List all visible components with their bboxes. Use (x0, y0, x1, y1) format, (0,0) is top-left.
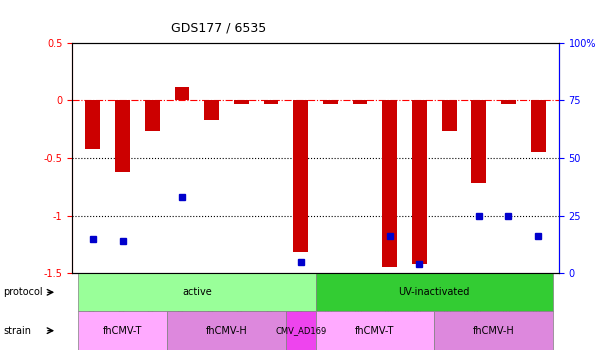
Bar (323, 100, 338, 104)
Bar (471, 100, 486, 183)
Bar (145, 100, 160, 131)
Text: fhCMV-T: fhCMV-T (355, 326, 395, 336)
FancyBboxPatch shape (78, 273, 316, 311)
FancyBboxPatch shape (316, 273, 553, 311)
Text: fhCMV-T: fhCMV-T (103, 326, 142, 336)
Text: active: active (182, 287, 212, 297)
Bar (293, 100, 308, 252)
Bar (174, 87, 189, 100)
FancyBboxPatch shape (286, 311, 316, 350)
FancyBboxPatch shape (316, 311, 435, 350)
Text: UV-inactivated: UV-inactivated (398, 287, 470, 297)
Text: fhCMV-H: fhCMV-H (206, 326, 248, 336)
Bar (264, 100, 278, 104)
Bar (442, 100, 457, 131)
Bar (85, 100, 100, 149)
Text: protocol: protocol (3, 287, 43, 297)
Bar (501, 100, 516, 104)
Bar (115, 100, 130, 172)
Text: CMV_AD169: CMV_AD169 (275, 326, 326, 335)
FancyBboxPatch shape (167, 311, 286, 350)
Text: strain: strain (3, 326, 31, 336)
Bar (382, 100, 397, 267)
Bar (353, 100, 367, 104)
Text: fhCMV-H: fhCMV-H (473, 326, 514, 336)
Bar (531, 100, 546, 152)
Text: GDS177 / 6535: GDS177 / 6535 (171, 21, 266, 34)
FancyBboxPatch shape (435, 311, 553, 350)
Bar (412, 100, 427, 264)
FancyBboxPatch shape (78, 311, 167, 350)
Bar (204, 100, 219, 120)
Bar (234, 100, 249, 104)
